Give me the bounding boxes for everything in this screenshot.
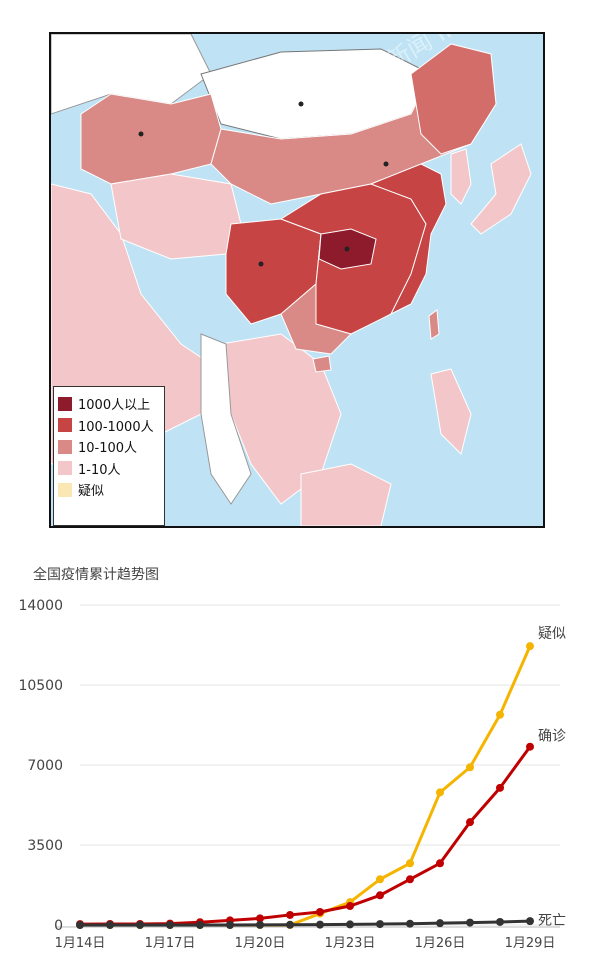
- legend-swatch: [58, 482, 72, 497]
- y-tick-label: 0: [54, 918, 63, 934]
- series-point: [376, 891, 384, 900]
- x-tick-label: 1月20日: [235, 936, 286, 951]
- legend-item: 100-1000人: [58, 415, 160, 437]
- series-label: 疑似: [538, 626, 566, 642]
- series-point: [466, 918, 474, 927]
- series-point: [136, 921, 144, 929]
- chart-grid: [55, 604, 560, 928]
- guangxi-region: [280, 282, 352, 355]
- legend-item: 10-100人: [58, 436, 160, 458]
- series-point: [286, 910, 294, 919]
- x-tick-label: 1月26日: [415, 936, 466, 951]
- series-point: [436, 788, 444, 797]
- chart-ticks: 0 3500 7000 10500 14000 1月14日 1月17日 1月20日 1月23日 1…: [18, 598, 566, 951]
- series-point: [526, 917, 534, 926]
- philippines-land: [430, 368, 472, 455]
- borneo-land: [300, 463, 392, 526]
- series-point: [316, 920, 324, 929]
- series-label: 死亡: [538, 913, 566, 929]
- series-point: [316, 907, 324, 916]
- legend-item: 1-10人: [58, 458, 160, 480]
- series-point: [496, 917, 504, 926]
- x-tick-label: 1月14日: [55, 936, 106, 951]
- legend-item: 1000人以上: [58, 393, 160, 415]
- series-point: [256, 914, 264, 923]
- legend-label: 1-10人: [78, 462, 121, 478]
- chart-title: 全国疫情累计趋势图: [33, 567, 159, 583]
- series-point: [436, 919, 444, 928]
- x-tick-label: 1月17日: [145, 936, 196, 951]
- legend-label: 10-100人: [78, 441, 138, 457]
- taiwan-island: [428, 309, 440, 340]
- series-line: [80, 645, 532, 927]
- legend-label: 疑似: [78, 484, 105, 500]
- legend-item: 疑似: [58, 479, 160, 501]
- hainan-island: [312, 355, 332, 373]
- series-point: [196, 921, 204, 929]
- series-point: [106, 921, 114, 929]
- y-tick-label: 7000: [27, 758, 63, 774]
- series-point: [346, 920, 354, 929]
- series-line: [80, 919, 531, 927]
- series-point: [406, 859, 414, 868]
- legend-swatch: [58, 418, 72, 433]
- myanmar-land: [200, 333, 252, 505]
- series-point: [226, 921, 234, 929]
- city-marker: [344, 246, 350, 252]
- series-point: [346, 902, 354, 911]
- series-point: [526, 742, 534, 751]
- series-point: [76, 921, 84, 929]
- trend-chart: 0 3500 7000 10500 14000 1月14日 1月17日 1月20日 1月23日 1…: [18, 598, 566, 951]
- series-point: [376, 875, 384, 884]
- city-marker: [298, 101, 304, 107]
- japan-land: [470, 143, 532, 235]
- city-marker: [383, 161, 389, 167]
- series-point: [466, 818, 474, 827]
- korea-land: [450, 148, 472, 205]
- x-tick-label: 1月23日: [325, 936, 376, 951]
- city-marker: [258, 261, 264, 267]
- series-point: [256, 920, 264, 929]
- legend-label: 1000人以上: [78, 398, 151, 414]
- series-point: [376, 920, 384, 929]
- city-marker: [138, 131, 144, 137]
- series-point: [526, 642, 534, 651]
- series-point: [466, 763, 474, 772]
- legend-label: 100-1000人: [78, 419, 154, 435]
- series-point: [166, 921, 174, 929]
- series-point: [406, 919, 414, 928]
- northeast-region: [410, 43, 497, 155]
- series-point: [496, 710, 504, 719]
- map-legend: 1000人以上 100-1000人 10-100人 1-10人疑似: [53, 386, 165, 526]
- series-point: [436, 859, 444, 868]
- map-graphic: 凤凰新闻 IFENG NEWS: [51, 34, 543, 526]
- epidemic-map: 凤凰新闻 IFENG NEWS 1000人以上100-1000人10-100人1…: [49, 32, 545, 528]
- legend-swatch: [58, 461, 72, 476]
- x-tick-label: 1月29日: [505, 936, 556, 951]
- y-tick-label: 14000: [18, 598, 63, 614]
- legend-swatch: [58, 439, 72, 454]
- east-china-region: [369, 163, 447, 316]
- series-point: [496, 783, 504, 792]
- chart-series: [76, 642, 534, 929]
- series-point: [286, 920, 294, 929]
- series-label: 确诊: [538, 729, 566, 745]
- legend-swatch: [58, 396, 72, 411]
- y-tick-label: 10500: [18, 678, 63, 694]
- y-tick-label: 3500: [27, 838, 63, 854]
- series-point: [406, 875, 414, 884]
